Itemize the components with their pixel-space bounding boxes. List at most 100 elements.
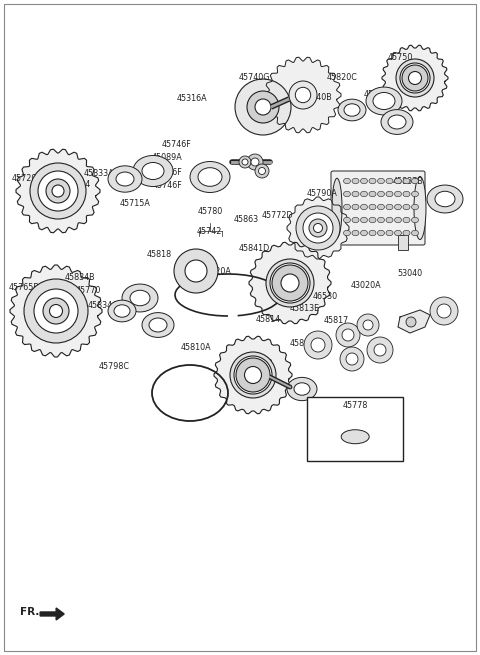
Circle shape xyxy=(236,358,270,392)
Circle shape xyxy=(255,99,271,115)
Ellipse shape xyxy=(395,204,401,210)
Text: 45837B: 45837B xyxy=(393,177,423,186)
Circle shape xyxy=(295,87,311,103)
Circle shape xyxy=(230,352,276,398)
Ellipse shape xyxy=(373,92,395,109)
Circle shape xyxy=(266,259,314,307)
Ellipse shape xyxy=(352,191,359,196)
Text: FR.: FR. xyxy=(20,607,39,617)
Ellipse shape xyxy=(190,162,230,193)
Ellipse shape xyxy=(427,185,463,213)
Ellipse shape xyxy=(369,178,376,184)
Polygon shape xyxy=(16,149,100,233)
Circle shape xyxy=(311,338,325,352)
Text: 45834B: 45834B xyxy=(65,272,96,282)
Ellipse shape xyxy=(294,383,310,395)
FancyBboxPatch shape xyxy=(331,171,425,245)
Ellipse shape xyxy=(344,231,350,236)
Ellipse shape xyxy=(344,103,360,116)
Circle shape xyxy=(46,179,70,203)
Ellipse shape xyxy=(369,217,376,223)
Circle shape xyxy=(430,297,458,325)
Polygon shape xyxy=(382,45,448,111)
Ellipse shape xyxy=(411,217,419,223)
Text: 45817: 45817 xyxy=(324,316,348,325)
Ellipse shape xyxy=(360,178,368,184)
Ellipse shape xyxy=(386,204,393,210)
Ellipse shape xyxy=(352,231,359,236)
Polygon shape xyxy=(398,310,430,333)
Circle shape xyxy=(43,298,69,324)
Ellipse shape xyxy=(344,204,350,210)
Circle shape xyxy=(247,154,263,170)
Ellipse shape xyxy=(386,178,393,184)
Ellipse shape xyxy=(386,191,393,196)
Ellipse shape xyxy=(122,284,158,312)
Circle shape xyxy=(38,171,78,211)
Text: 45790A: 45790A xyxy=(307,189,338,198)
Ellipse shape xyxy=(108,166,142,192)
Polygon shape xyxy=(287,197,349,259)
Circle shape xyxy=(234,356,272,394)
Text: 45780: 45780 xyxy=(198,207,223,216)
Ellipse shape xyxy=(369,204,376,210)
Ellipse shape xyxy=(360,204,368,210)
Text: 45720F: 45720F xyxy=(12,174,42,183)
Text: 45765B: 45765B xyxy=(9,283,39,292)
Circle shape xyxy=(251,158,259,166)
Bar xyxy=(307,397,403,461)
Ellipse shape xyxy=(411,231,419,236)
Ellipse shape xyxy=(352,204,359,210)
Circle shape xyxy=(346,353,358,365)
Text: 45863: 45863 xyxy=(233,215,258,224)
Text: 45854: 45854 xyxy=(65,179,90,189)
Text: 45778: 45778 xyxy=(343,401,368,410)
Text: 45316A: 45316A xyxy=(177,94,207,103)
Polygon shape xyxy=(249,242,331,324)
Ellipse shape xyxy=(360,191,368,196)
Text: 45841D: 45841D xyxy=(239,244,270,253)
Text: 45813E: 45813E xyxy=(290,304,320,313)
Circle shape xyxy=(259,168,265,174)
Circle shape xyxy=(255,164,269,178)
Text: 45089A: 45089A xyxy=(152,153,182,162)
Ellipse shape xyxy=(369,231,376,236)
Ellipse shape xyxy=(377,231,384,236)
Ellipse shape xyxy=(403,191,410,196)
Ellipse shape xyxy=(344,191,350,196)
Text: 45813E: 45813E xyxy=(290,339,320,348)
Text: 45740B: 45740B xyxy=(301,93,332,102)
Bar xyxy=(398,235,408,250)
Ellipse shape xyxy=(352,178,359,184)
Ellipse shape xyxy=(395,217,401,223)
Circle shape xyxy=(174,249,218,293)
Text: 45818: 45818 xyxy=(147,250,172,259)
Circle shape xyxy=(313,223,323,233)
Ellipse shape xyxy=(395,231,401,236)
Text: 45798C: 45798C xyxy=(98,362,129,371)
Text: 45821A: 45821A xyxy=(364,90,395,99)
Text: 45746F: 45746F xyxy=(152,181,182,190)
Circle shape xyxy=(30,163,86,219)
Circle shape xyxy=(396,59,434,97)
Ellipse shape xyxy=(377,204,384,210)
Ellipse shape xyxy=(287,377,317,401)
Ellipse shape xyxy=(381,109,413,134)
Circle shape xyxy=(296,206,340,250)
Polygon shape xyxy=(10,265,102,357)
Ellipse shape xyxy=(341,430,369,443)
Text: 45833A: 45833A xyxy=(84,169,114,178)
Circle shape xyxy=(357,314,379,336)
Ellipse shape xyxy=(114,305,130,317)
Ellipse shape xyxy=(133,155,173,187)
Ellipse shape xyxy=(395,178,401,184)
Ellipse shape xyxy=(386,231,393,236)
Text: 45746F: 45746F xyxy=(152,168,182,177)
Circle shape xyxy=(52,185,64,197)
Ellipse shape xyxy=(377,178,384,184)
Ellipse shape xyxy=(142,312,174,337)
Circle shape xyxy=(49,305,62,318)
Circle shape xyxy=(24,279,88,343)
Text: 45820C: 45820C xyxy=(326,73,357,82)
Ellipse shape xyxy=(411,191,419,196)
